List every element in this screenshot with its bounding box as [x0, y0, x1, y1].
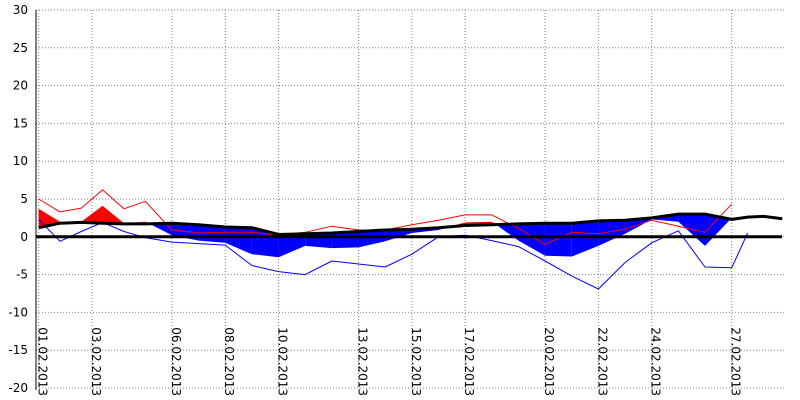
reference-line	[38, 212, 783, 236]
x-tick-label: 08.02.2013	[222, 327, 236, 396]
y-tick-label: 25	[13, 41, 28, 55]
x-tick-label: 17.02.2013	[462, 327, 476, 396]
x-tick-label: 10.02.2013	[276, 327, 290, 396]
band-below-segment	[251, 227, 279, 258]
x-tick-label: 15.02.2013	[409, 327, 423, 396]
band-above-segment	[102, 205, 124, 224]
band-below-segment	[225, 227, 252, 255]
band-below-segment	[358, 230, 386, 248]
y-tick-label: -10	[8, 305, 28, 319]
band-below-segment	[518, 223, 546, 256]
y-tick-label: 10	[13, 154, 28, 168]
x-tick-label: 01.02.2013	[36, 327, 50, 396]
x-tick-label: 03.02.2013	[89, 327, 103, 396]
y-tick-label: 30	[13, 3, 28, 17]
band-below-segment	[625, 217, 652, 234]
band-below-segment	[598, 220, 626, 246]
x-tick-label: 06.02.2013	[169, 327, 183, 396]
x-tick-label: 13.02.2013	[356, 327, 370, 396]
band-below-segment	[149, 223, 172, 236]
x-tick-label: 20.02.2013	[542, 327, 556, 396]
y-tick-label: 20	[13, 79, 28, 93]
y-tick-label: -15	[8, 343, 28, 357]
tick-labels: 30 25 20 15 10 5 0 -5 -10 -15 -20 01.02.2013 03.02.2…	[8, 3, 742, 396]
y-tick-label: 5	[20, 192, 28, 206]
y-tick-label: 0	[20, 230, 28, 244]
x-tick-label: 27.02.2013	[729, 327, 743, 396]
y-tick-label: 15	[13, 116, 28, 130]
band-below-segment	[545, 223, 572, 257]
x-tick-label: 24.02.2013	[649, 327, 663, 396]
x-tick-label: 22.02.2013	[595, 327, 609, 396]
band-below-segment	[305, 233, 332, 249]
band-below-segment	[571, 220, 599, 257]
band-above-segment	[81, 205, 103, 224]
band-below-segment	[278, 233, 306, 258]
y-tick-label: -5	[16, 268, 28, 282]
axes	[35, 10, 782, 390]
y-tick-label: -20	[8, 381, 28, 395]
band-below-segment	[678, 214, 705, 246]
